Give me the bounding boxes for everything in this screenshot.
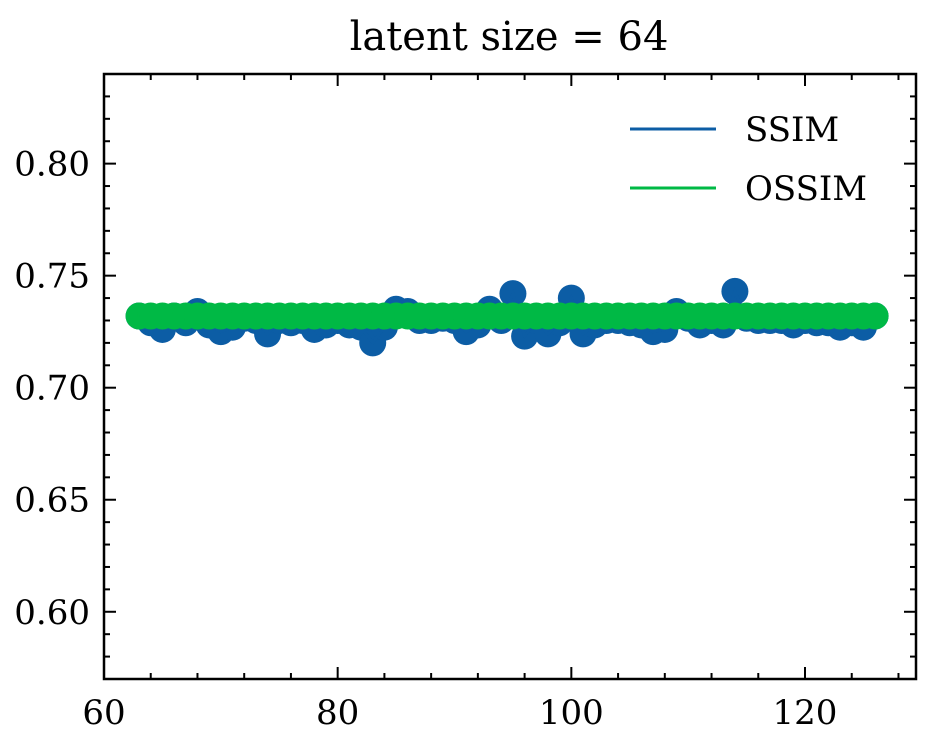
y-tick-label: 0.65 [14, 481, 90, 521]
y-tick-label: 0.75 [14, 257, 90, 297]
legend-label-ssim: SSIM [745, 110, 839, 150]
x-tick-label: 120 [773, 693, 838, 733]
legend: SSIM OSSIM [630, 110, 867, 209]
x-tick-label: 100 [539, 693, 604, 733]
legend-label-ossim: OSSIM [745, 169, 867, 209]
y-tick-label: 0.80 [14, 145, 90, 185]
plot-frame [102, 72, 918, 681]
chart-title: latent size = 64 [350, 14, 669, 60]
x-tick-label: 60 [82, 693, 125, 733]
series-ossim [125, 302, 889, 330]
plot-area [125, 277, 889, 357]
y-tick-label: 0.60 [14, 593, 90, 633]
x-tick-label: 80 [316, 693, 359, 733]
y-tick-label: 0.70 [14, 369, 90, 409]
axis-ticks: 60 80 100 120 0.60 0.65 0.70 0.75 0.80 [14, 73, 916, 733]
